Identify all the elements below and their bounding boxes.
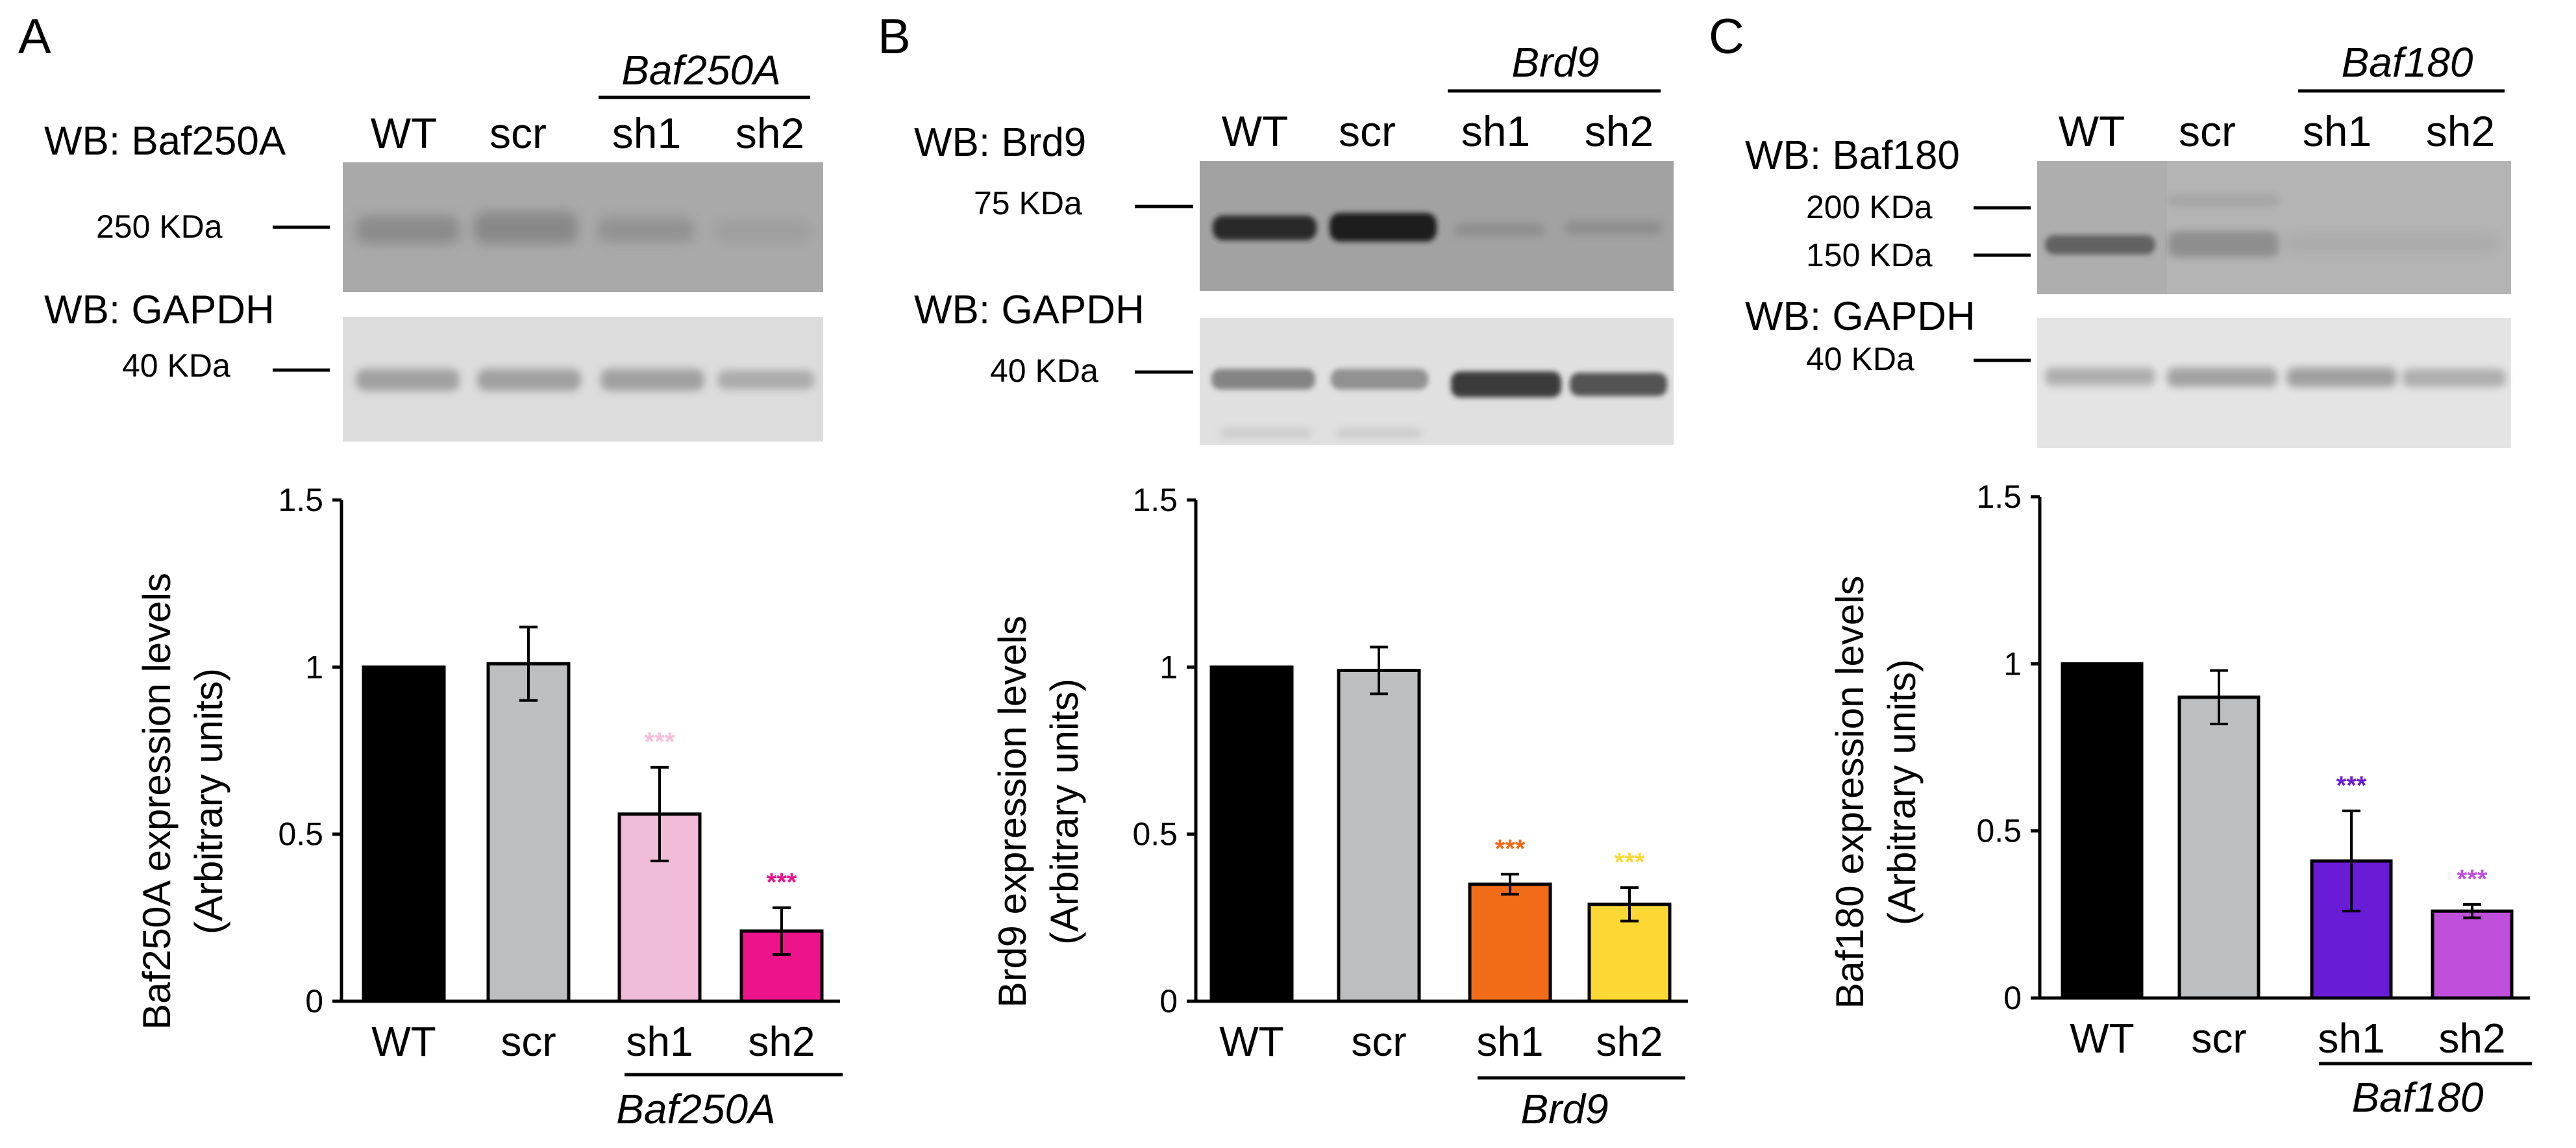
x-category-label: WT <box>371 1018 436 1065</box>
bar-chart: Baf250A expression levels (Arbitrary uni… <box>135 482 843 1132</box>
wb-target-label: WB: Baf180 <box>1745 133 1960 178</box>
x-category-label: sh2 <box>748 1018 815 1065</box>
bar-chart: Brd9 expression levels (Arbitrary units)… <box>991 482 1688 1132</box>
y-tick-label: 1 <box>1159 649 1178 685</box>
wb-target-label: WB: Brd9 <box>914 120 1086 165</box>
panel-a: A Baf250A WT scr sh1 sh2 WB: Baf250A 250… <box>18 9 843 1132</box>
blot-lane-label: sh2 <box>736 109 804 157</box>
blot-lane-label: sh2 <box>2426 107 2495 155</box>
bar-scr <box>2177 695 2260 1000</box>
y-tick-label: 0 <box>1159 983 1178 1019</box>
y-tick-label: 0 <box>2003 980 2022 1016</box>
y-tick-label: 0.5 <box>1132 816 1178 853</box>
western-blot-gapdh <box>2037 318 2511 448</box>
bar-scr <box>486 662 571 1003</box>
wb-loading-label: WB: GAPDH <box>44 288 275 332</box>
western-blot-gapdh <box>343 317 823 442</box>
y-axis-label: Baf250A expression levels <box>135 573 179 1030</box>
bar-scr <box>1337 668 1421 1003</box>
bar-sh1 <box>1468 882 1552 1003</box>
blot-lane-label: sh1 <box>612 109 681 157</box>
blot-lane-label: sh2 <box>1585 107 1653 155</box>
western-blot-gapdh <box>1200 318 1674 445</box>
mw-marker: 40 KDa <box>122 347 230 384</box>
panel-letter: C <box>1709 9 1744 64</box>
significance-stars: *** <box>645 728 675 756</box>
blot-lane-label: sh1 <box>2303 107 2372 155</box>
mw-marker: 40 KDa <box>990 353 1098 389</box>
blot-lane-label: sh1 <box>1461 107 1530 155</box>
western-blot-target <box>2037 161 2511 294</box>
blot-lane-label: WT <box>2059 107 2125 155</box>
significance-stars: *** <box>2457 865 2488 893</box>
y-tick-label: 1.5 <box>1132 482 1178 518</box>
y-axis-label: Baf180 expression levels <box>1828 575 1872 1008</box>
wb-target-label: WB: Baf250A <box>44 119 286 164</box>
x-category-label: scr <box>1351 1018 1406 1065</box>
significance-stars: *** <box>1495 834 1526 863</box>
mw-marker: 40 KDa <box>1806 341 1914 377</box>
panel-b: B Brd9 WT scr sh1 sh2 WB: Brd9 75 KDa WB… <box>878 9 1688 1132</box>
wb-loading-label: WB: GAPDH <box>914 288 1145 332</box>
blot-lane-label: WT <box>1222 107 1289 155</box>
panel-letter: A <box>18 9 51 64</box>
bar-wt <box>1209 665 1294 1003</box>
significance-stars: *** <box>1615 848 1645 877</box>
x-category-label: sh1 <box>1476 1018 1543 1065</box>
western-blot-target <box>1200 161 1674 291</box>
blot-gene-label: Baf250A <box>621 47 781 94</box>
group-label: Brd9 <box>1520 1086 1608 1132</box>
y-tick-label: 1 <box>305 649 323 685</box>
y-tick-label: 1.5 <box>278 482 323 518</box>
y-tick-label: 1.5 <box>1976 479 2022 515</box>
panel-letter: B <box>878 9 911 64</box>
x-category-label: scr <box>501 1018 556 1065</box>
y-tick-label: 0.5 <box>1976 813 2022 849</box>
bar-wt <box>362 665 446 1003</box>
x-category-label: sh2 <box>2438 1015 2505 1062</box>
group-label: Baf180 <box>2352 1074 2484 1121</box>
group-label: Baf250A <box>616 1086 776 1132</box>
blot-gene-label: Baf180 <box>2342 39 2473 86</box>
x-category-label: WT <box>2070 1015 2135 1062</box>
wb-loading-label: WB: GAPDH <box>1745 294 1975 339</box>
blot-lane-label: scr <box>489 109 547 157</box>
panel-c: C Baf180 WT scr sh1 sh2 WB: Baf180 200 K… <box>1709 9 2532 1121</box>
western-blot-target <box>343 162 823 292</box>
y-tick-label: 0 <box>305 983 323 1019</box>
x-category-label: scr <box>2191 1015 2246 1062</box>
y-axis-label: (Arbitrary units) <box>1043 679 1086 945</box>
significance-stars: *** <box>767 868 797 897</box>
y-tick-label: 1 <box>2003 645 2022 682</box>
bar-sh2 <box>2431 909 2514 1000</box>
blot-lane-label: scr <box>2179 107 2236 155</box>
blot-gene-label: Brd9 <box>1511 39 1599 86</box>
x-category-label: WT <box>1219 1018 1284 1065</box>
y-axis-label: (Arbitrary units) <box>1880 659 1924 925</box>
blot-lane-label: WT <box>371 109 438 157</box>
y-axis-label: Brd9 expression levels <box>991 616 1034 1008</box>
bar-wt <box>2061 662 2144 1000</box>
x-category-label: sh2 <box>1596 1018 1663 1065</box>
bar-chart: Baf180 expression levels (Arbitrary unit… <box>1828 479 2532 1121</box>
mw-marker: 75 KDa <box>974 185 1082 221</box>
y-axis-label: (Arbitrary units) <box>187 668 230 934</box>
y-tick-label: 0.5 <box>278 816 323 853</box>
x-category-label: sh1 <box>2318 1015 2384 1062</box>
mw-marker: 250 KDa <box>96 208 223 245</box>
mw-marker: 150 KDa <box>1806 237 1933 273</box>
significance-stars: *** <box>2336 771 2367 800</box>
x-category-label: sh1 <box>626 1018 693 1065</box>
mw-marker: 200 KDa <box>1806 189 1933 225</box>
blot-lane-label: scr <box>1339 107 1396 155</box>
